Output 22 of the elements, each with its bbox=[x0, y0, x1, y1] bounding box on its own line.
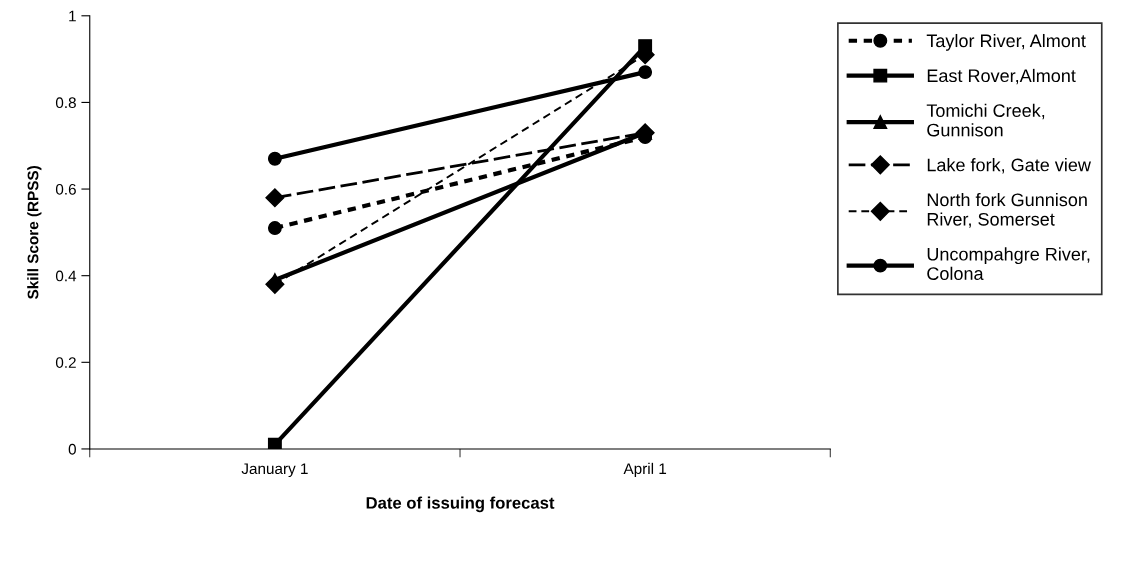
y-tick-label: 1 bbox=[69, 10, 76, 22]
legend-label: Uncompahgre River, Colona bbox=[927, 247, 1090, 280]
y-tick-label: 0.4 bbox=[55, 270, 77, 282]
legend-label: Lake fork, Gate view bbox=[927, 158, 1091, 174]
y-tick-label: 0.8 bbox=[55, 97, 76, 109]
y-tick-label: 0.6 bbox=[55, 183, 76, 195]
point bbox=[265, 188, 285, 208]
point bbox=[638, 65, 653, 80]
x-axis-title: Date of issuing forecast bbox=[366, 496, 555, 513]
y-axis-title: Skill Score (RPSS) bbox=[27, 166, 42, 299]
legend-label: Tomichi Creek, Gunnison bbox=[926, 103, 1045, 137]
legend-label: East Rover,Almont bbox=[927, 68, 1076, 85]
x-tick-label: April 1 bbox=[623, 462, 667, 478]
x-tick-label: January 1 bbox=[241, 463, 308, 478]
point bbox=[267, 437, 282, 449]
point bbox=[267, 151, 282, 166]
point bbox=[638, 39, 653, 54]
legend-label: North fork Gunnison River, Somerset bbox=[927, 192, 1087, 228]
y-tick-label: 0 bbox=[68, 443, 76, 455]
legend-label: Taylor River, Almont bbox=[926, 33, 1086, 51]
point bbox=[267, 221, 282, 235]
y-tick-label: 0.2 bbox=[55, 357, 76, 368]
